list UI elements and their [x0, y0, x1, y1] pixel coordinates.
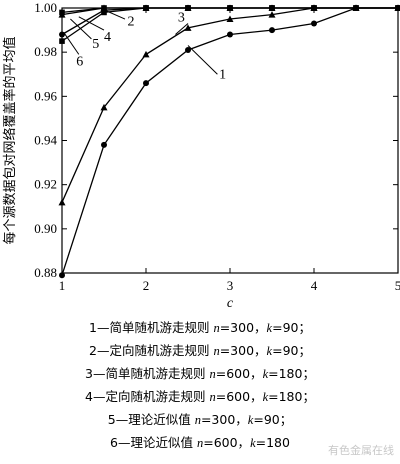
data-point-s1 — [185, 46, 191, 53]
data-point-s3 — [226, 15, 234, 23]
y-tick-label: 1.00 — [34, 0, 57, 15]
x-tick-label: 2 — [143, 278, 150, 293]
legend-kval: =90； — [272, 320, 311, 335]
legend-nval: =600， — [215, 366, 263, 381]
legend-kval: =180； — [268, 366, 315, 381]
legend-kval: =180 — [255, 435, 290, 450]
legend-entry-2: 2—定向随机游走规则 n=300，k=90； — [0, 343, 400, 359]
annotation-label-3: 3 — [178, 10, 185, 25]
data-point-s1 — [227, 31, 233, 38]
legend-k: k — [262, 390, 269, 404]
data-point-s1 — [143, 80, 149, 87]
legend-text: 4—定向随机游走规则 — [85, 389, 210, 404]
legend-entry-6: 6—理论近似值 n=600，k=180 — [0, 435, 400, 451]
series-line-1 — [61, 7, 398, 276]
data-point-s6 — [143, 5, 149, 11]
data-point-s6 — [185, 5, 191, 11]
legend-nval: =300， — [219, 343, 267, 358]
series-group — [58, 4, 400, 279]
data-point-s6 — [311, 5, 317, 11]
y-tick-label: 0.94 — [34, 133, 57, 148]
axes: 1 2 3 4 50.880.900.920.940.960.981.00 — [34, 0, 400, 293]
annotation-leader-3 — [175, 23, 189, 35]
annotation-label-4: 4 — [104, 30, 111, 45]
data-point-s3 — [100, 103, 108, 111]
legend-entry-3: 3—简单随机游走规则 n=600，k=180； — [0, 366, 400, 382]
legend-nval: =300， — [200, 412, 248, 427]
data-point-s6 — [101, 9, 107, 16]
legend-text: 6—理论近似值 — [110, 435, 197, 450]
data-point-s5 — [59, 31, 65, 38]
legend-n: n — [213, 344, 220, 358]
legend-k: k — [266, 344, 273, 358]
annotation-leader-1 — [187, 45, 218, 75]
watermark: 有色金属在线 — [328, 444, 394, 457]
annotations: 1 2 3 456 — [63, 7, 226, 83]
data-point-s3 — [184, 24, 192, 31]
data-point-s1 — [101, 141, 107, 148]
legend-n: n — [196, 436, 204, 450]
legend-k: k — [266, 321, 273, 335]
annotation-leader-2 — [99, 7, 126, 20]
legend-entry-1: 1—简单随机游走规则 n=300，k=90； — [0, 320, 400, 336]
legend-nval: =600， — [215, 389, 263, 404]
data-point-s1 — [59, 272, 65, 279]
legend-text: 1—简单随机游走规则 — [89, 320, 214, 335]
legend-k: k — [250, 436, 256, 450]
data-point-s3 — [58, 198, 66, 206]
data-point-s3 — [142, 50, 150, 58]
x-axis-title: c — [227, 296, 234, 310]
plot-frame — [61, 7, 399, 274]
legend-entry-5: 5—理论近似值 n=300，k=90； — [0, 412, 400, 428]
legend-text: 3—简单随机游走规则 — [85, 366, 210, 381]
annotation-label-6: 6 — [76, 54, 83, 69]
legend-k: k — [247, 413, 254, 427]
y-tick-label: 0.92 — [34, 177, 57, 192]
legend-text: 5—理论近似值 — [107, 412, 195, 427]
annotation-label-1: 1 — [219, 68, 226, 83]
data-point-s4 — [58, 11, 66, 18]
legend-n: n — [209, 390, 216, 404]
legend-n: n — [213, 321, 220, 335]
legend-kval: =90； — [253, 412, 293, 427]
annotation-label-5: 5 — [92, 37, 99, 52]
legend-n: n — [194, 413, 201, 427]
data-point-s6 — [269, 5, 275, 11]
data-point-s6 — [59, 38, 65, 44]
data-point-s1 — [311, 20, 317, 27]
legend-nval: =600， — [203, 435, 251, 450]
y-tick-label: 0.88 — [34, 265, 57, 280]
annotation-leader-6 — [63, 32, 80, 55]
x-tick-label: 4 — [311, 278, 318, 293]
legend-kval: =90； — [272, 343, 311, 358]
legend-k: k — [262, 367, 269, 381]
legend-n: n — [209, 367, 216, 381]
annotation-label-2: 2 — [128, 15, 135, 30]
x-tick-label: 1 — [59, 278, 66, 293]
x-tick-label: 5 — [395, 278, 400, 293]
data-point-s1 — [269, 27, 275, 34]
y-tick-label: 0.90 — [34, 221, 57, 236]
data-point-s3 — [268, 11, 276, 18]
data-point-s6 — [227, 5, 233, 11]
legend-nval: =300， — [219, 320, 267, 335]
data-point-s6 — [395, 5, 400, 11]
x-tick-label: 3 — [227, 278, 234, 293]
data-point-s6 — [353, 5, 359, 11]
y-tick-label: 0.96 — [34, 88, 57, 103]
annotation-leader-5 — [70, 18, 92, 40]
legend-entry-4: 4—定向随机游走规则 n=600，k=180； — [0, 389, 400, 405]
legend-kval: =180； — [268, 389, 315, 404]
legend-text: 2—定向随机游走规则 — [89, 343, 214, 358]
y-tick-label: 0.98 — [34, 44, 57, 59]
y-axis-title: 每个源数据包对网络覆盖率的平均值 — [2, 36, 18, 244]
line-chart: 1 2 3 4 50.880.900.920.940.960.981.00 12 3456… — [2, 0, 400, 310]
annotation-leader-4 — [78, 16, 105, 31]
